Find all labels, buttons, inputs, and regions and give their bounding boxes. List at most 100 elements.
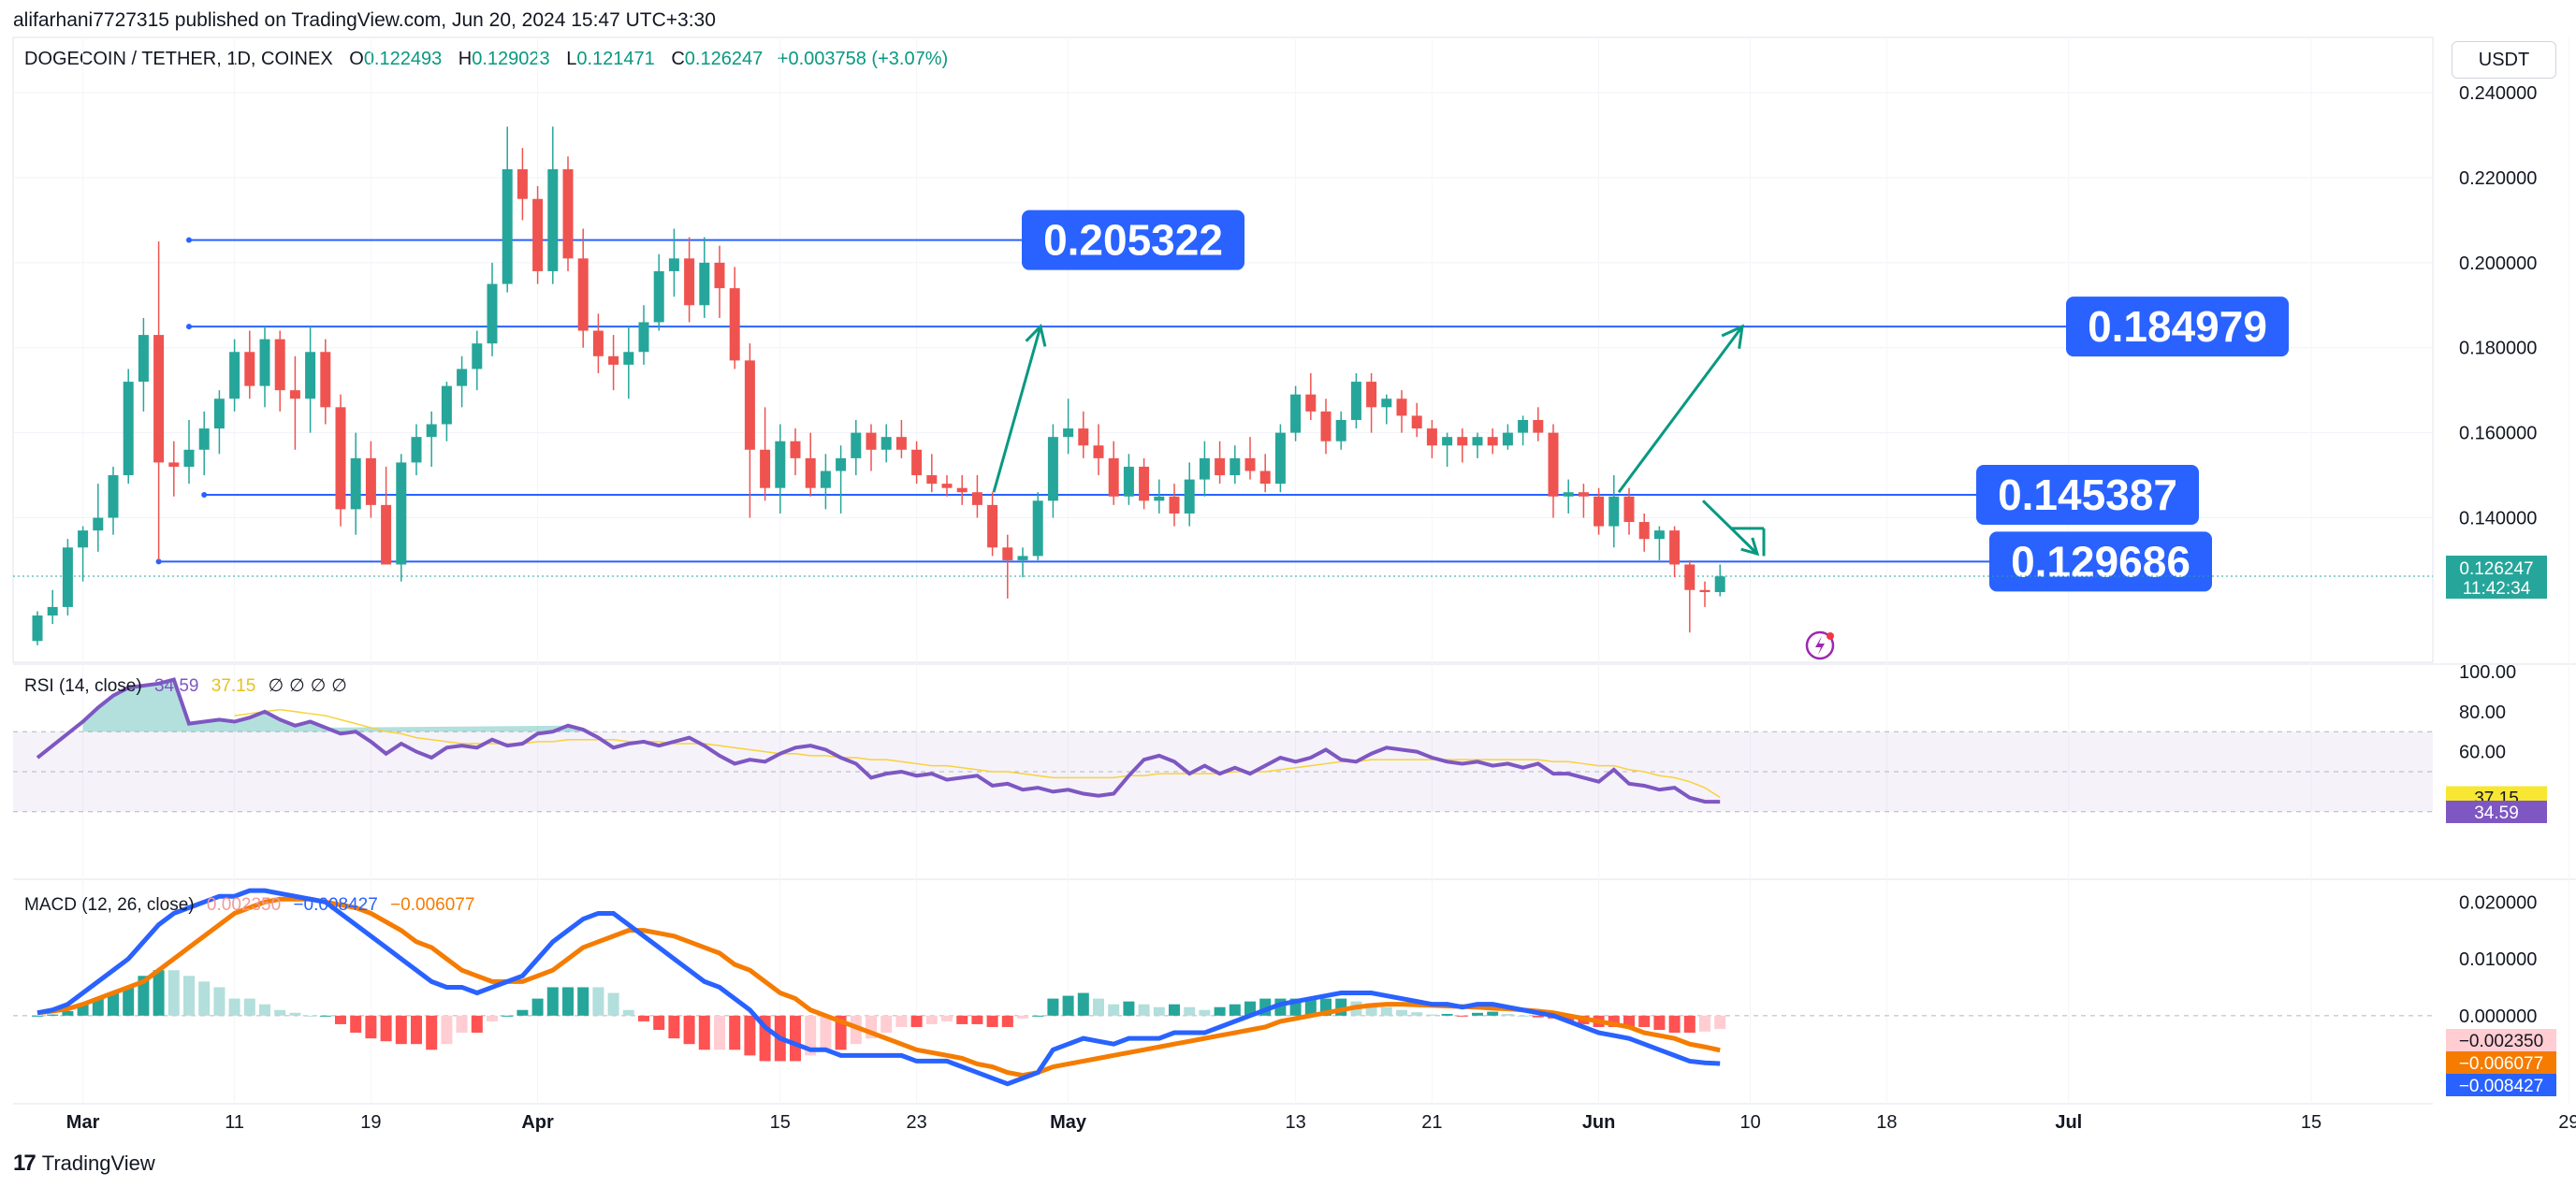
candle-body <box>1608 496 1620 527</box>
candle-body <box>1533 419 1544 433</box>
price-pane-frame <box>12 36 2434 663</box>
macd-histogram-bar <box>32 1015 43 1017</box>
macd-signal-line <box>36 896 1721 1078</box>
level-label: 0.145387 <box>1976 465 2199 526</box>
macd-histogram-bar <box>1502 1014 1514 1016</box>
candle-body <box>1623 496 1635 523</box>
candle-body <box>1184 479 1195 514</box>
macd-tick-label: 0.000000 <box>2459 1006 2537 1027</box>
macd-histogram-bar <box>1001 1015 1013 1027</box>
candle-body <box>1578 492 1589 497</box>
arrow-annotation <box>1701 499 1760 557</box>
macd-histogram-bar <box>1062 995 1074 1016</box>
macd-histogram-bar <box>92 998 104 1016</box>
macd-histogram-bar <box>850 1015 862 1045</box>
time-tick-label: 18 <box>1876 1112 1897 1133</box>
macd-histogram-bar <box>198 981 211 1016</box>
macd-histogram-bar <box>1653 1015 1666 1031</box>
macd-histogram-bar <box>1199 1009 1211 1016</box>
macd-histogram-bar <box>607 992 619 1016</box>
macd-histogram-bar <box>259 1004 270 1016</box>
macd-histogram-bar <box>471 1015 483 1034</box>
price-chart[interactable]: 0.240000 0.220000 0.200000 0.180000 0.160000… <box>0 0 2576 1151</box>
candle-body <box>472 343 483 369</box>
macd-value-tag-text: −0.006077 <box>2459 1054 2543 1074</box>
candle-body <box>1154 496 1165 501</box>
level-label-bg <box>2066 297 2289 357</box>
candle-body <box>1047 437 1058 501</box>
candle-body <box>259 339 270 386</box>
publisher-line: alifarhani7727315 published on TradingVi… <box>13 9 716 31</box>
high-value: 0.129023 <box>472 49 550 69</box>
macd-histogram-bar <box>986 1015 998 1027</box>
macd-tick-label: 0.020000 <box>2459 892 2537 913</box>
macd-histogram-bar <box>744 1015 756 1056</box>
candle-body <box>668 258 679 271</box>
macd-histogram-bar <box>1532 1015 1544 1018</box>
macd-histogram-bar <box>456 1015 468 1034</box>
macd-histogram-bar <box>971 1015 983 1024</box>
macd-histogram-bar <box>1244 1001 1256 1016</box>
rsi-legend-value: 34.59 <box>153 676 199 696</box>
macd-histogram-bar <box>123 987 135 1016</box>
macd-histogram-bar <box>1668 1015 1681 1034</box>
footer-brand: TradingView <box>41 1151 155 1175</box>
candle-body <box>274 339 285 391</box>
arrow-shaft <box>1701 499 1759 556</box>
macd-histogram-bar <box>1456 1015 1468 1017</box>
candle-body <box>971 492 982 505</box>
macd-histogram-bar <box>1396 1009 1407 1016</box>
macd-histogram-bar <box>167 970 180 1016</box>
macd-histogram-bar <box>1699 1015 1710 1032</box>
arrow-shaft <box>1617 326 1744 494</box>
macd-value-tag <box>2446 1029 2556 1051</box>
macd-legend-title: MACD (12, 26, close) <box>24 895 195 915</box>
macd-histogram-bar <box>714 1015 725 1050</box>
candle-body <box>1169 496 1180 514</box>
price-tick-label: 0.140000 <box>2459 508 2537 528</box>
macd-histogram-bar <box>531 998 544 1016</box>
macd-legend-hist: 0.002350 <box>206 895 282 915</box>
macd-histogram-bar <box>1214 1006 1226 1016</box>
candle-body <box>1381 398 1392 408</box>
alert-dot-icon <box>1826 632 1834 640</box>
macd-histogram-bar <box>895 1015 908 1027</box>
candle-body <box>487 283 498 344</box>
rsi-legend-ma: 37.15 <box>211 676 256 696</box>
candle-body <box>1518 419 1529 433</box>
candle-body <box>592 330 604 356</box>
arrow-annotation <box>1617 324 1744 494</box>
macd-histogram-bar <box>1426 1014 1438 1016</box>
level-anchor <box>155 558 162 565</box>
currency-button[interactable]: USDT <box>2452 41 2556 79</box>
time-tick-label: 13 <box>1285 1112 1305 1133</box>
time-tick-label: 29 <box>2558 1112 2576 1133</box>
level-label: 0.205322 <box>1022 210 1244 270</box>
candle-body <box>926 475 938 485</box>
macd-histogram-bar <box>1441 1014 1453 1016</box>
candle-body <box>790 441 801 458</box>
macd-value-tag-text: −0.008427 <box>2459 1077 2543 1096</box>
macd-histogram-bar <box>138 976 150 1016</box>
candle-body <box>1669 530 1681 565</box>
candle-body <box>1063 428 1074 438</box>
macd-histogram-bar <box>1108 1004 1120 1016</box>
candle-body <box>1215 457 1226 476</box>
candle-body <box>1244 457 1256 471</box>
candle-body <box>1350 382 1361 420</box>
macd-histogram-bar <box>562 987 574 1016</box>
arrow-head <box>1721 324 1744 349</box>
candle-body <box>1305 394 1317 412</box>
candle-body <box>1108 457 1119 497</box>
candle-body <box>1457 437 1468 446</box>
level-label-text: 0.205322 <box>1043 216 1223 265</box>
candle-body <box>760 449 771 488</box>
macd-histogram-bar <box>1093 998 1104 1016</box>
rsi-line <box>36 677 1721 804</box>
arrow-head <box>1740 537 1760 557</box>
macd-histogram-bar <box>228 998 240 1016</box>
macd-histogram-bar <box>1184 1006 1196 1016</box>
candle-body <box>699 262 710 306</box>
candle-body <box>911 449 923 476</box>
candle-body <box>335 407 346 510</box>
